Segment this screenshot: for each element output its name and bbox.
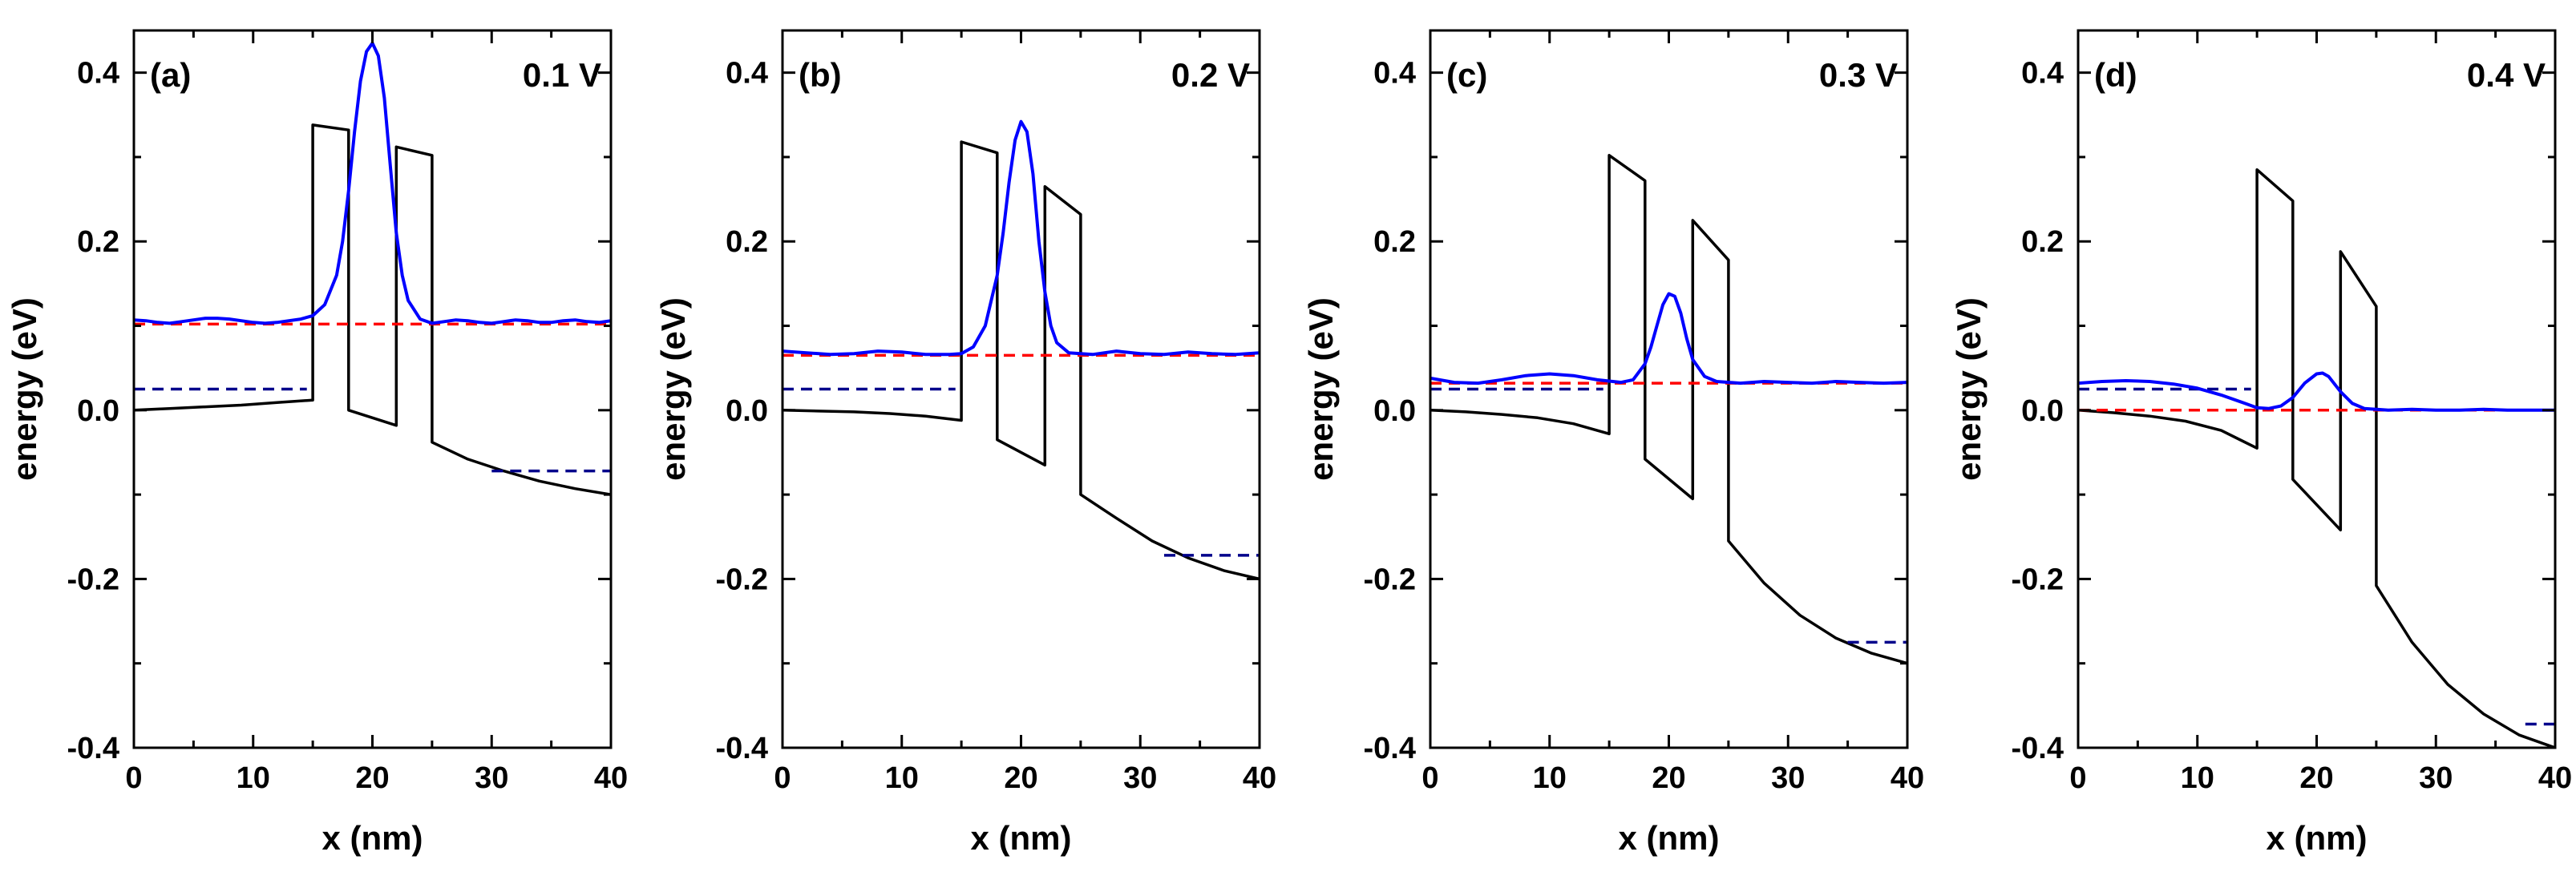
x-tick-label: 20: [2299, 761, 2333, 795]
y-tick-label: -0.2: [1364, 563, 1416, 596]
plot-area: [1430, 154, 1907, 665]
x-tick-label: 20: [1004, 761, 1037, 795]
x-tick-label: 20: [355, 761, 389, 795]
y-tick-label: 0.2: [77, 225, 119, 259]
panel-a: 0 10 20 30 40 -0.4 -0.2 0.0 0.2 0.4 x (nm) energy (…: [6, 29, 628, 857]
x-axis-title: x (nm): [322, 819, 423, 857]
panel-label: (a): [150, 56, 191, 94]
y-tick-label: 0.2: [1373, 225, 1416, 259]
panel-b: 0 10 20 30 40 -0.4 -0.2 0.0 0.2 0.4 x (nm) energy (…: [654, 29, 1276, 857]
y-tick-label: 0.4: [1373, 57, 1416, 91]
y-tick-label: 0.4: [77, 57, 119, 91]
y-axis-title: energy (eV): [1302, 297, 1340, 481]
y-tick-label: 0.4: [726, 57, 768, 91]
y-tick-label: -0.2: [2012, 563, 2064, 596]
x-tick-label: 40: [1243, 761, 1276, 795]
panel-c: 0 10 20 30 40 -0.4 -0.2 0.0 0.2 0.4 x (nm) energy (…: [1302, 29, 1924, 857]
x-tick-label: 30: [1123, 761, 1157, 795]
y-axis-title: energy (eV): [654, 297, 692, 481]
y-tick-label: -0.4: [67, 732, 119, 765]
x-axis-title: x (nm): [971, 819, 1072, 857]
x-tick-label: 0: [125, 761, 142, 795]
x-tick-label: 30: [2419, 761, 2453, 795]
series-density: [783, 119, 1260, 357]
series-band-profile: [134, 123, 611, 496]
series-band-profile: [2078, 168, 2555, 748]
x-axis-title: x (nm): [1619, 819, 1720, 857]
panel-label: (b): [799, 56, 842, 94]
panel-d: 0 10 20 30 40 -0.4 -0.2 0.0 0.2 0.4 x (nm) energy (…: [1950, 29, 2572, 857]
x-tick-label: 0: [2069, 761, 2086, 795]
x-tick-label: 10: [2181, 761, 2214, 795]
y-tick-label: -0.2: [716, 563, 768, 596]
bias-label: 0.1 V: [523, 56, 601, 94]
y-tick-label: 0.0: [2021, 394, 2064, 428]
x-tick-label: 40: [2538, 761, 2572, 795]
y-tick-label: 0.2: [726, 225, 768, 259]
y-axis-title: energy (eV): [1950, 297, 1988, 481]
series-density: [2078, 371, 2555, 412]
x-tick-label: 40: [594, 761, 628, 795]
plot-frame: [1429, 29, 1909, 749]
plot-frame: [2077, 29, 2557, 749]
x-tick-label: 20: [1652, 761, 1685, 795]
x-tick-label: 40: [1891, 761, 1924, 795]
series-band-profile: [783, 140, 1260, 581]
y-tick-label: 0.2: [2021, 225, 2064, 259]
x-tick-label: 10: [1533, 761, 1567, 795]
plot-frame: [132, 29, 613, 749]
x-tick-label: 0: [774, 761, 791, 795]
x-tick-label: 30: [475, 761, 508, 795]
plot-area: [134, 41, 611, 496]
panel-label: (c): [1446, 56, 1487, 94]
bias-label: 0.2 V: [1171, 56, 1250, 94]
x-tick-label: 0: [1421, 761, 1438, 795]
y-tick-label: 0.4: [2021, 57, 2064, 91]
y-tick-label: -0.2: [67, 563, 119, 596]
x-axis-title: x (nm): [2267, 819, 2368, 857]
y-axis-title: energy (eV): [6, 297, 43, 481]
y-tick-label: -0.4: [716, 732, 768, 765]
plot-area: [783, 119, 1260, 581]
plot-frame: [781, 29, 1261, 749]
y-tick-label: -0.4: [1364, 732, 1416, 765]
panel-label: (d): [2094, 56, 2137, 94]
series-density: [1430, 292, 1907, 385]
y-tick-label: 0.0: [1373, 394, 1416, 428]
plot-area: [2078, 168, 2555, 748]
x-tick-label: 10: [885, 761, 919, 795]
y-tick-label: -0.4: [2012, 732, 2064, 765]
series-band-profile: [1430, 154, 1907, 665]
y-tick-label: 0.0: [77, 394, 119, 428]
bias-label: 0.4 V: [2467, 56, 2546, 94]
y-tick-label: 0.0: [726, 394, 768, 428]
x-tick-label: 10: [237, 761, 270, 795]
x-tick-label: 30: [1771, 761, 1805, 795]
bias-label: 0.3 V: [1819, 56, 1898, 94]
